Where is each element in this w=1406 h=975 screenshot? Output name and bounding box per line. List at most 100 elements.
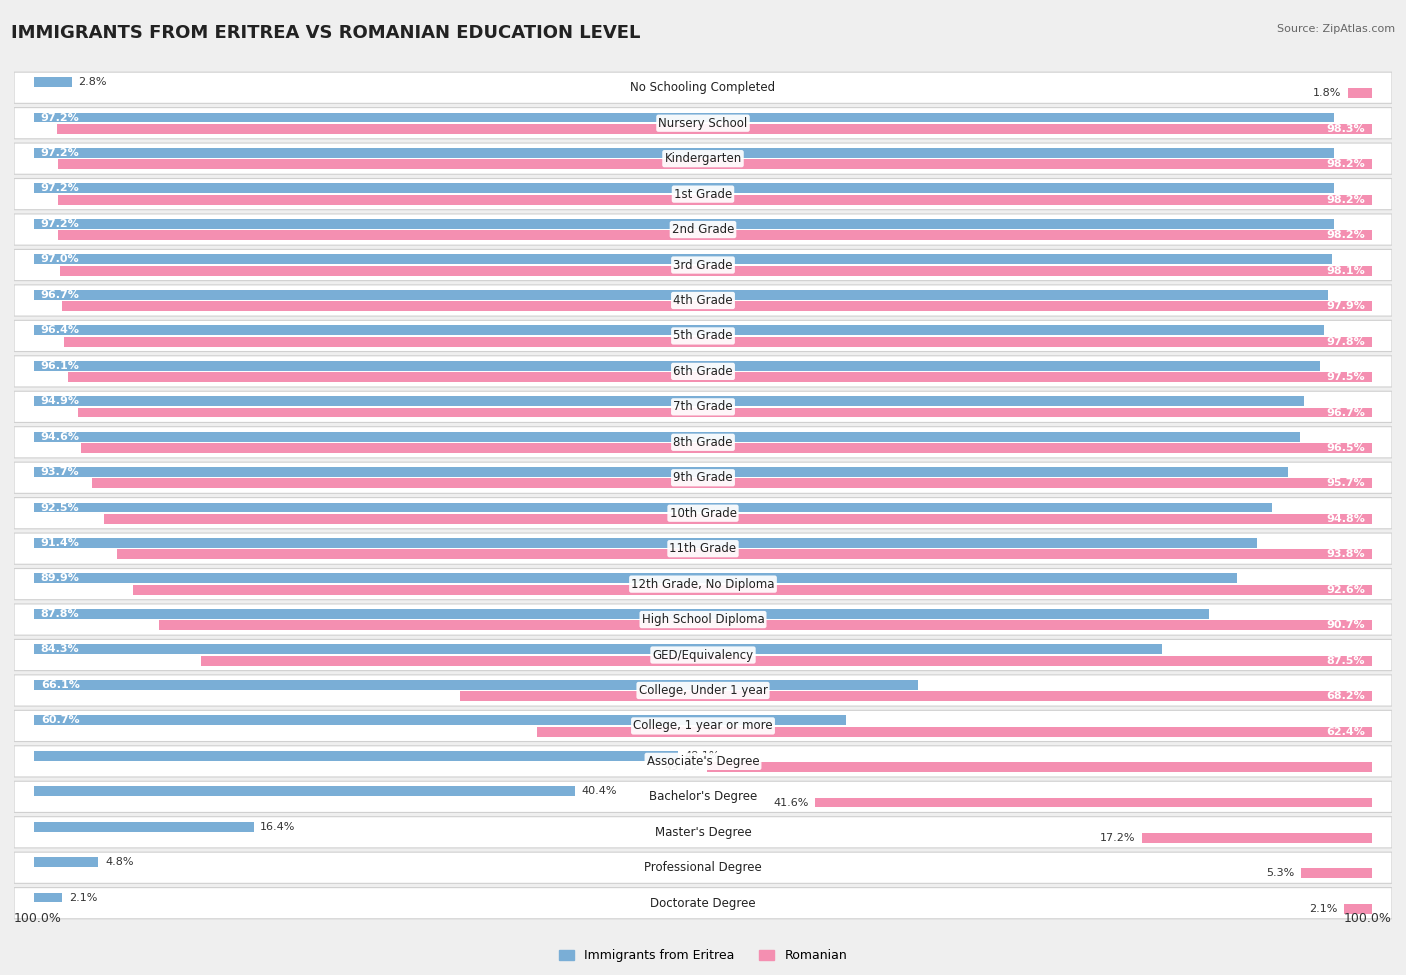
Text: 98.2%: 98.2% <box>1326 159 1365 170</box>
Text: 87.8%: 87.8% <box>41 609 80 619</box>
Text: 97.9%: 97.9% <box>1326 301 1365 311</box>
FancyBboxPatch shape <box>14 250 1392 281</box>
Text: 8th Grade: 8th Grade <box>673 436 733 448</box>
Bar <box>59 266 1372 276</box>
Text: 7th Grade: 7th Grade <box>673 401 733 413</box>
Text: Professional Degree: Professional Degree <box>644 861 762 875</box>
Text: 4.8%: 4.8% <box>105 857 134 867</box>
FancyBboxPatch shape <box>14 675 1392 706</box>
Text: 62.4%: 62.4% <box>1326 726 1365 736</box>
FancyBboxPatch shape <box>14 321 1392 352</box>
Bar <box>34 573 1237 583</box>
Text: Nursery School: Nursery School <box>658 117 748 130</box>
Bar <box>1348 89 1372 98</box>
Text: 60.7%: 60.7% <box>41 716 80 725</box>
Text: 98.2%: 98.2% <box>1326 230 1365 240</box>
Text: Bachelor's Degree: Bachelor's Degree <box>650 791 756 803</box>
Bar <box>34 254 1331 264</box>
Text: Master's Degree: Master's Degree <box>655 826 751 838</box>
Bar <box>56 124 1372 134</box>
Text: 1st Grade: 1st Grade <box>673 187 733 201</box>
Text: 95.7%: 95.7% <box>1326 479 1365 488</box>
Text: 96.1%: 96.1% <box>41 361 80 370</box>
Text: 96.4%: 96.4% <box>41 326 80 335</box>
Text: 98.1%: 98.1% <box>1326 266 1365 276</box>
Bar <box>82 443 1372 453</box>
Text: 92.6%: 92.6% <box>1326 585 1365 595</box>
Text: 10th Grade: 10th Grade <box>669 507 737 520</box>
FancyBboxPatch shape <box>14 533 1392 565</box>
Text: 84.3%: 84.3% <box>41 644 80 654</box>
Text: 2.1%: 2.1% <box>69 892 97 903</box>
FancyBboxPatch shape <box>14 107 1392 138</box>
Bar <box>117 549 1372 560</box>
Bar <box>34 892 62 903</box>
Bar <box>34 290 1327 299</box>
Text: 97.2%: 97.2% <box>41 148 80 158</box>
Bar <box>134 585 1372 595</box>
Text: 3rd Grade: 3rd Grade <box>673 258 733 271</box>
Text: 100.0%: 100.0% <box>1344 913 1392 925</box>
Bar <box>1301 869 1372 878</box>
FancyBboxPatch shape <box>14 887 1392 918</box>
FancyBboxPatch shape <box>14 391 1392 422</box>
Text: 87.5%: 87.5% <box>1327 656 1365 666</box>
Text: 97.5%: 97.5% <box>1326 372 1365 382</box>
Text: 5th Grade: 5th Grade <box>673 330 733 342</box>
Bar <box>34 432 1299 442</box>
FancyBboxPatch shape <box>14 817 1392 848</box>
Text: 100.0%: 100.0% <box>14 913 62 925</box>
Bar <box>815 798 1372 807</box>
FancyBboxPatch shape <box>14 604 1392 635</box>
Text: Source: ZipAtlas.com: Source: ZipAtlas.com <box>1277 24 1395 34</box>
Text: 4th Grade: 4th Grade <box>673 294 733 307</box>
FancyBboxPatch shape <box>14 72 1392 103</box>
Text: 94.9%: 94.9% <box>41 396 80 407</box>
Text: 41.6%: 41.6% <box>773 798 808 807</box>
Text: High School Diploma: High School Diploma <box>641 613 765 626</box>
Text: College, Under 1 year: College, Under 1 year <box>638 684 768 697</box>
Text: IMMIGRANTS FROM ERITREA VS ROMANIAN EDUCATION LEVEL: IMMIGRANTS FROM ERITREA VS ROMANIAN EDUC… <box>11 24 641 42</box>
Bar <box>460 691 1372 701</box>
Text: 94.8%: 94.8% <box>1326 514 1365 524</box>
Text: 94.6%: 94.6% <box>41 432 80 442</box>
Text: 93.7%: 93.7% <box>41 467 80 477</box>
Legend: Immigrants from Eritrea, Romanian: Immigrants from Eritrea, Romanian <box>554 944 852 967</box>
Text: 2.8%: 2.8% <box>79 77 107 87</box>
Text: 97.2%: 97.2% <box>41 112 80 123</box>
Bar <box>34 680 918 689</box>
Bar <box>707 762 1372 772</box>
Bar <box>1344 904 1372 914</box>
Text: 96.7%: 96.7% <box>1326 408 1365 417</box>
Text: 97.2%: 97.2% <box>41 219 80 229</box>
Text: 90.7%: 90.7% <box>1326 620 1365 630</box>
FancyBboxPatch shape <box>14 781 1392 812</box>
Bar <box>34 112 1334 123</box>
Bar <box>62 301 1372 311</box>
Text: 48.1%: 48.1% <box>685 751 720 760</box>
Text: 89.9%: 89.9% <box>41 573 80 583</box>
Text: 40.4%: 40.4% <box>581 786 617 797</box>
Bar <box>34 183 1334 193</box>
Bar <box>104 514 1372 524</box>
FancyBboxPatch shape <box>14 285 1392 316</box>
FancyBboxPatch shape <box>14 711 1392 742</box>
Bar <box>91 479 1372 488</box>
Text: 93.8%: 93.8% <box>1326 549 1365 560</box>
FancyBboxPatch shape <box>14 427 1392 458</box>
FancyBboxPatch shape <box>14 497 1392 528</box>
FancyBboxPatch shape <box>14 640 1392 671</box>
Text: 2.1%: 2.1% <box>1309 904 1337 914</box>
FancyBboxPatch shape <box>14 356 1392 387</box>
Bar <box>159 620 1372 630</box>
Bar <box>34 361 1320 370</box>
FancyBboxPatch shape <box>14 143 1392 175</box>
Bar <box>34 751 678 760</box>
Text: Doctorate Degree: Doctorate Degree <box>650 897 756 910</box>
Bar <box>63 336 1372 346</box>
Text: 92.5%: 92.5% <box>41 502 80 513</box>
Bar <box>34 857 98 867</box>
FancyBboxPatch shape <box>14 178 1392 210</box>
Text: 2nd Grade: 2nd Grade <box>672 223 734 236</box>
Text: Associate's Degree: Associate's Degree <box>647 755 759 768</box>
